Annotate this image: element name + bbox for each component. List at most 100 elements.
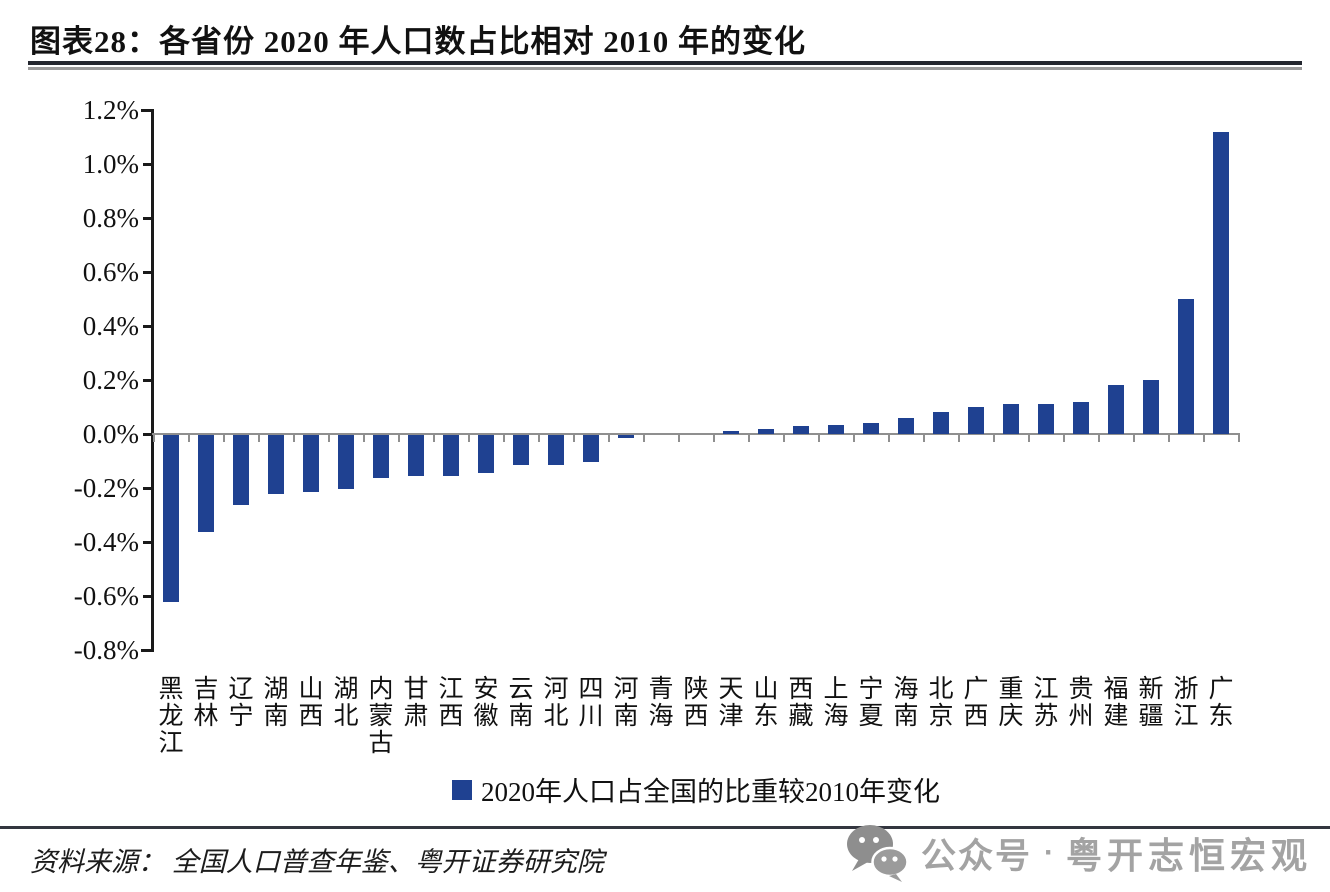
x-axis-label-浙江: 浙江 xyxy=(1173,676,1199,730)
bar-贵州 xyxy=(1073,401,1089,434)
x-axis-label-湖北: 湖北 xyxy=(333,676,359,730)
x-axis-label-贵州: 贵州 xyxy=(1068,676,1094,730)
x-axis-label-甘肃: 甘肃 xyxy=(403,676,429,730)
y-axis-tick xyxy=(143,217,152,220)
category-tick xyxy=(853,434,855,442)
bar-宁夏 xyxy=(863,423,879,434)
category-tick xyxy=(538,434,540,442)
x-axis-label-重庆: 重庆 xyxy=(998,676,1024,730)
bar-浙江 xyxy=(1178,299,1194,434)
bar-安徽 xyxy=(478,435,494,473)
category-tick xyxy=(608,434,610,442)
y-axis-tick xyxy=(143,325,152,328)
category-tick xyxy=(258,434,260,442)
x-axis-label-湖南: 湖南 xyxy=(263,676,289,730)
bar-黑龙江 xyxy=(163,435,179,603)
y-axis-label: 1.2% xyxy=(82,95,139,125)
bar-北京 xyxy=(933,412,949,434)
chart-legend: 2020年人口占全国的比重较2010年变化 xyxy=(152,770,1240,809)
category-tick xyxy=(433,434,435,442)
y-axis-tick xyxy=(141,109,152,112)
y-axis-label: -0.4% xyxy=(73,527,139,557)
y-axis-tick xyxy=(143,595,152,598)
category-tick xyxy=(643,434,645,442)
category-tick xyxy=(573,434,575,442)
bar-西藏 xyxy=(793,425,809,434)
x-axis-label-安徽: 安徽 xyxy=(473,676,499,730)
watermark-account-name: 粤开志恒宏观 xyxy=(1065,835,1312,876)
title-divider xyxy=(28,61,1302,67)
y-axis-tick xyxy=(143,433,152,436)
legend-label: 2020年人口占全国的比重较2010年变化 xyxy=(481,777,940,807)
x-axis-label-上海: 上海 xyxy=(823,676,849,730)
bar-四川 xyxy=(583,435,599,462)
x-axis-label-内蒙古: 内蒙古 xyxy=(368,676,394,757)
x-axis-label-西藏: 西藏 xyxy=(788,676,814,730)
x-axis-label-黑龙江: 黑龙江 xyxy=(158,676,184,757)
category-tick xyxy=(713,434,715,442)
y-axis-label: 0.4% xyxy=(82,311,139,341)
category-tick xyxy=(363,434,365,442)
bar-新疆 xyxy=(1143,380,1159,434)
bar-甘肃 xyxy=(408,435,424,476)
bar-湖北 xyxy=(338,435,354,489)
category-tick xyxy=(1238,434,1240,442)
bar-吉林 xyxy=(198,435,214,533)
x-axis-label-江西: 江西 xyxy=(438,676,464,730)
category-tick xyxy=(818,434,820,442)
bar-河北 xyxy=(548,435,564,465)
x-axis-label-山东: 山东 xyxy=(753,676,779,730)
x-axis-label-福建: 福建 xyxy=(1103,676,1129,730)
wechat-icon xyxy=(846,825,909,882)
bar-江苏 xyxy=(1038,404,1054,434)
category-tick xyxy=(188,434,190,442)
category-tick xyxy=(468,434,470,442)
bar-云南 xyxy=(513,435,529,465)
y-axis-label: 0.6% xyxy=(82,257,139,287)
x-axis-label-广西: 广西 xyxy=(963,676,989,730)
x-axis-label-河北: 河北 xyxy=(543,676,569,730)
bar-海南 xyxy=(898,417,914,434)
x-axis-label-天津: 天津 xyxy=(718,676,744,730)
x-axis-label-云南: 云南 xyxy=(508,676,534,730)
watermark: 公众号 · 粤开志恒宏观 xyxy=(845,820,1312,886)
y-axis-tick xyxy=(143,271,152,274)
category-tick xyxy=(1098,434,1100,442)
x-axis-label-江苏: 江苏 xyxy=(1033,676,1059,730)
x-axis-label-新疆: 新疆 xyxy=(1138,676,1164,730)
x-axis-label-吉林: 吉林 xyxy=(193,676,219,730)
category-tick xyxy=(328,434,330,442)
category-tick xyxy=(1168,434,1170,442)
bar-福建 xyxy=(1108,385,1124,434)
y-axis-label: -0.2% xyxy=(73,473,139,503)
y-axis-tick xyxy=(143,379,152,382)
category-tick xyxy=(783,434,785,442)
watermark-account-label: 公众号 xyxy=(920,836,1032,876)
y-axis-tick xyxy=(143,487,152,490)
x-axis-label-河南: 河南 xyxy=(613,676,639,730)
category-tick xyxy=(748,434,750,442)
category-tick xyxy=(1133,434,1135,442)
category-tick xyxy=(153,434,155,442)
legend-swatch xyxy=(452,779,472,800)
y-axis-label: -0.8% xyxy=(73,635,139,665)
category-tick xyxy=(1063,434,1065,442)
bar-辽宁 xyxy=(233,435,249,506)
y-axis-tick xyxy=(143,163,152,166)
y-axis-tick xyxy=(143,541,152,544)
x-axis-label-广东: 广东 xyxy=(1208,676,1234,730)
y-axis-label: 0.8% xyxy=(82,203,139,233)
y-axis-label: 1.0% xyxy=(82,149,139,179)
figure-title: 图表28：各省份 2020 年人口数占比相对 2010 年的变化 xyxy=(30,24,806,59)
category-tick xyxy=(923,434,925,442)
bar-上海 xyxy=(828,424,844,434)
category-tick xyxy=(223,434,225,442)
category-tick xyxy=(1203,434,1205,442)
category-tick xyxy=(888,434,890,442)
category-tick xyxy=(993,434,995,442)
y-axis-tick xyxy=(141,649,152,652)
category-tick xyxy=(293,434,295,442)
y-axis-label: -0.6% xyxy=(73,581,139,611)
source-note: 资料来源： 全国人口普查年鉴、粤开证券研究院 xyxy=(30,847,604,877)
